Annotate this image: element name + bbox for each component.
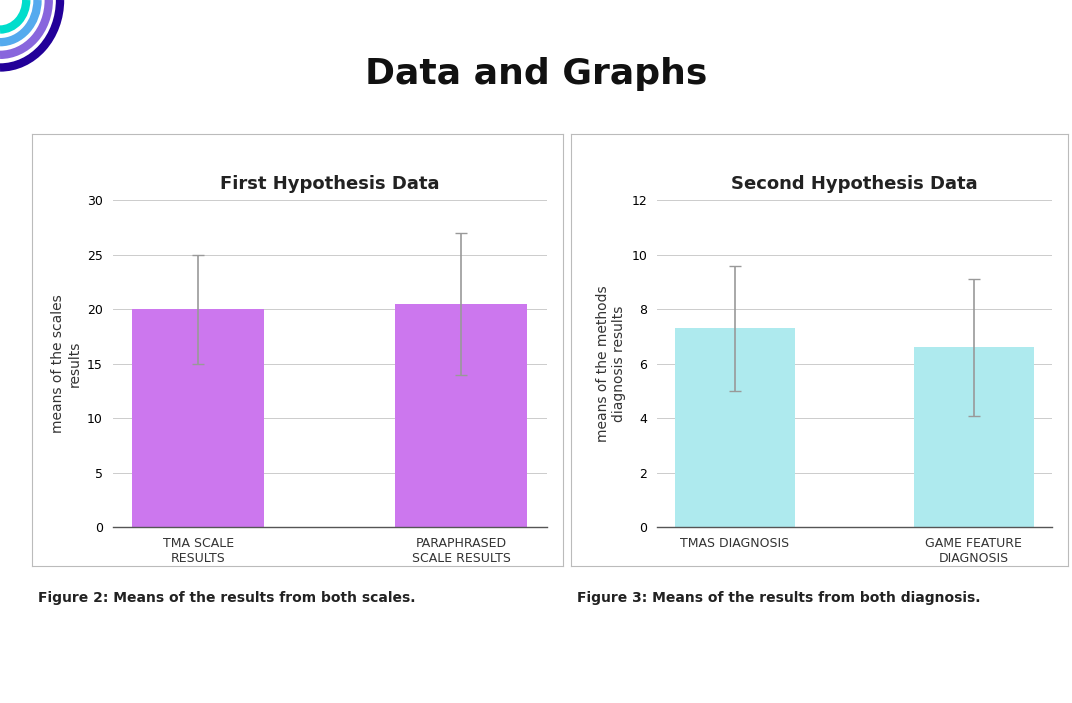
Bar <box>132 309 264 527</box>
Text: Figure 2: Means of the results from both scales.: Figure 2: Means of the results from both… <box>38 591 415 605</box>
Title: First Hypothesis Data: First Hypothesis Data <box>220 175 440 193</box>
Text: Figure 3: Means of the results from both diagnosis.: Figure 3: Means of the results from both… <box>577 591 980 605</box>
Bar <box>675 328 794 527</box>
Title: Second Hypothesis Data: Second Hypothesis Data <box>731 175 978 193</box>
Text: Data and Graphs: Data and Graphs <box>364 57 708 91</box>
Y-axis label: means of the scales
results: means of the scales results <box>51 295 81 433</box>
Bar <box>396 304 527 527</box>
Bar <box>914 347 1033 527</box>
Y-axis label: means of the methods
diagnosis results: means of the methods diagnosis results <box>596 285 626 442</box>
